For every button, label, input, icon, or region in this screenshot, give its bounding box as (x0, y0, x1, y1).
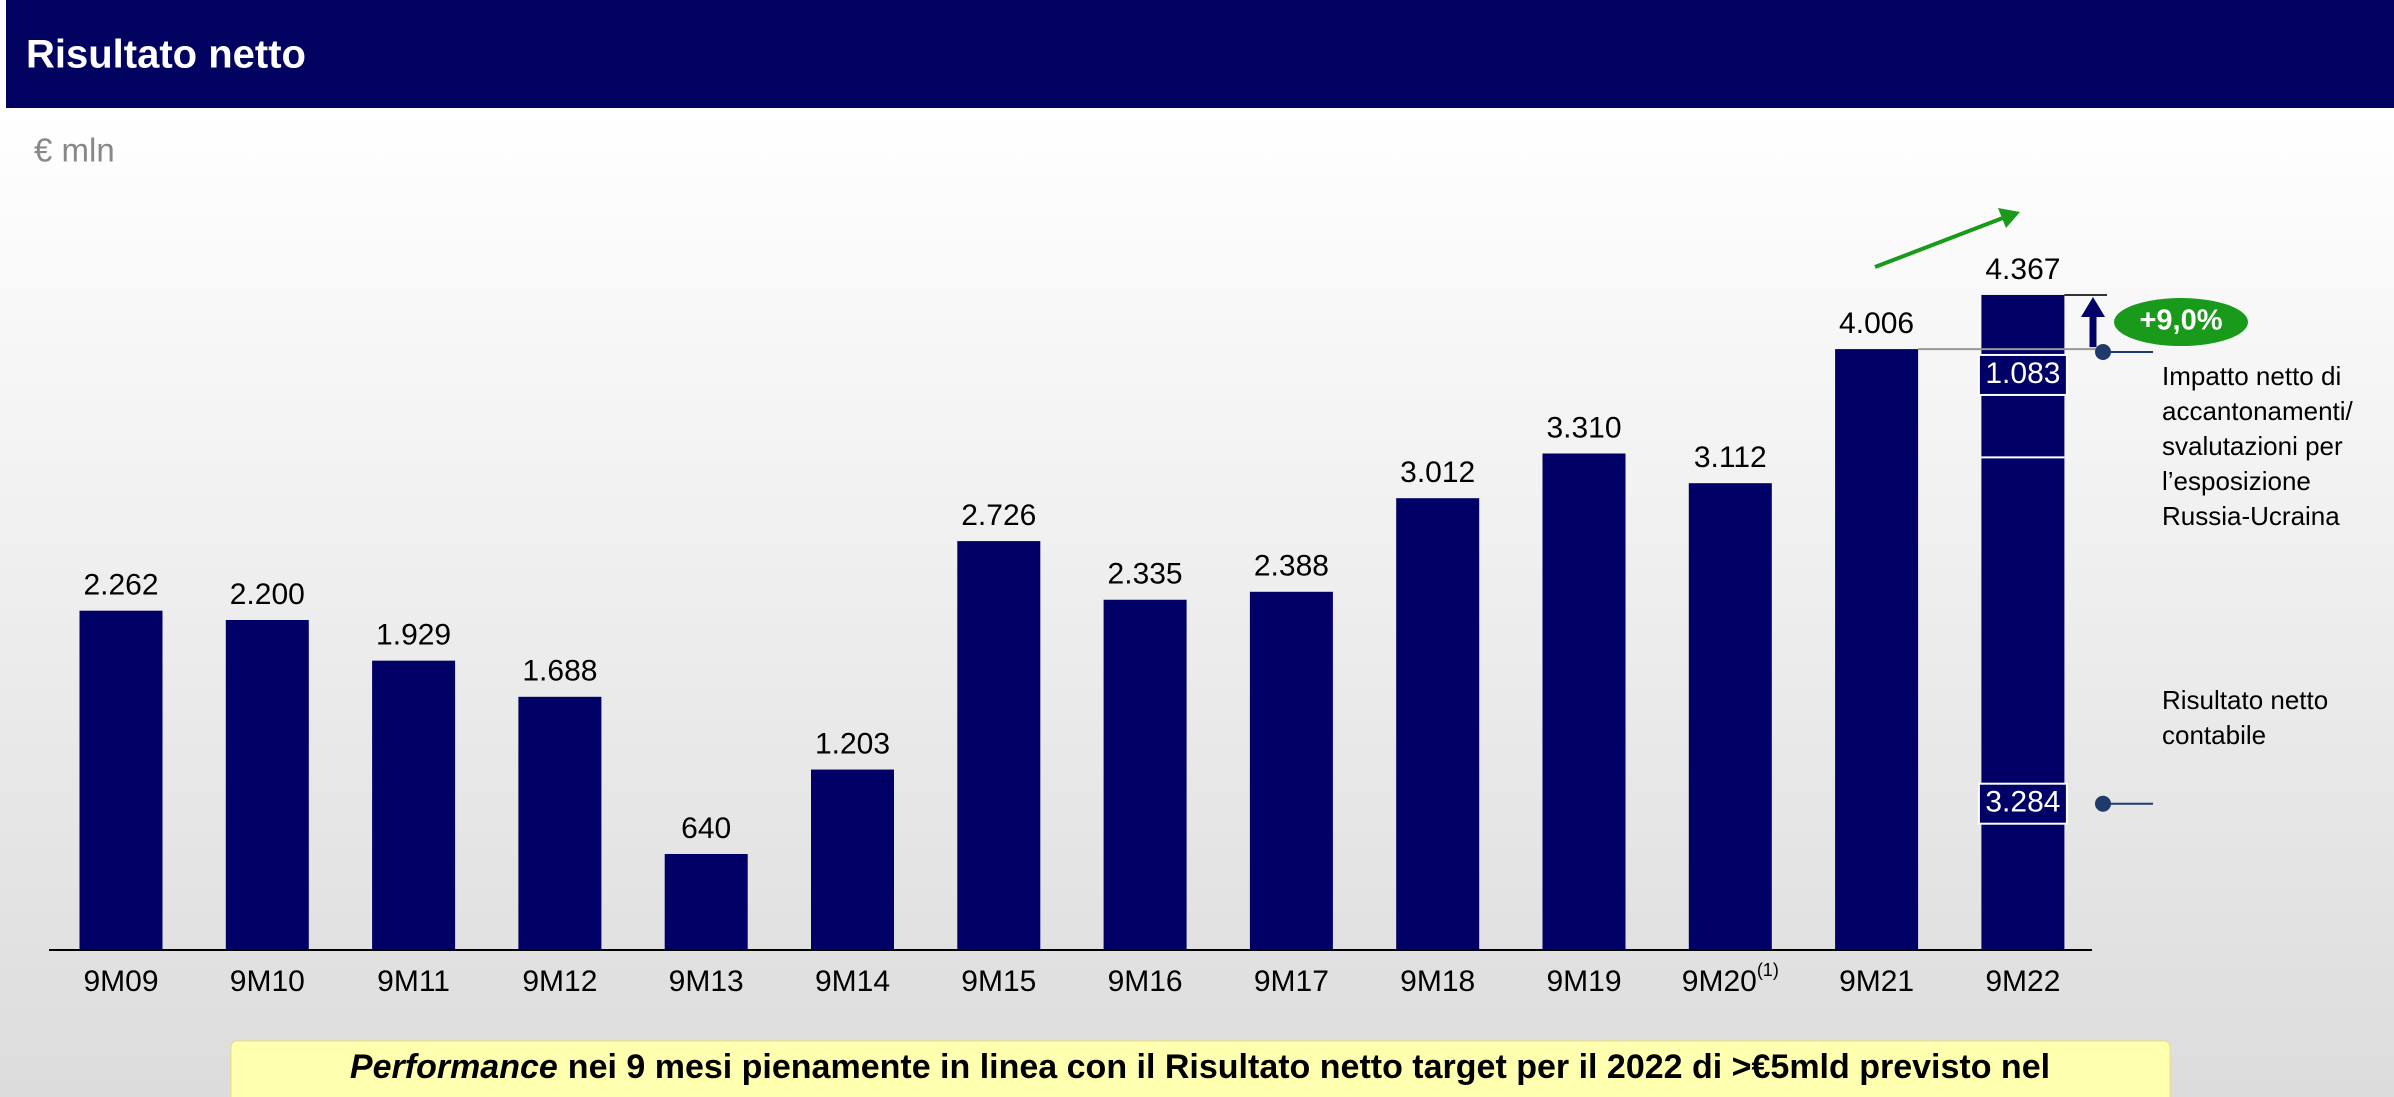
header-title: Risultato netto (26, 33, 306, 77)
category: 9M10 (230, 965, 305, 998)
category: 9M14 (815, 965, 890, 998)
header-bar (6, 0, 2394, 108)
category: 9M19 (1546, 965, 1621, 998)
x-tick-label: 9M09 (83, 965, 158, 998)
bar (664, 854, 748, 950)
category: 9M12 (522, 965, 597, 998)
category: 9M15 (961, 965, 1036, 998)
label-box (1977, 353, 2068, 396)
category: 9M09 (83, 965, 158, 998)
growth-arrowhead (2081, 296, 2105, 317)
category: 9M11 (377, 965, 450, 998)
x-tick-label: 9M10 (230, 965, 305, 998)
data-label: 2.388 (1254, 550, 1329, 583)
data-label: 1.688 (522, 655, 597, 688)
trend-arrowhead (1998, 208, 2020, 228)
growth-label: +9,0% (2139, 305, 2222, 337)
bar (1103, 599, 1187, 950)
data-label: 640 (681, 812, 731, 845)
data-label: 3.112 (1694, 441, 1767, 474)
data-label: 1.929 (376, 619, 451, 652)
data-label: 4.006 (1839, 307, 1914, 340)
trend-arrow (1874, 214, 2009, 269)
bar (1835, 349, 1919, 951)
bar (1542, 453, 1626, 950)
x-tick-label: 9M18 (1400, 965, 1475, 998)
x-tick-label: 9M20(1) (1682, 960, 1779, 998)
label-box (1977, 782, 2068, 825)
x-tick-label: 9M21 (1839, 965, 1914, 998)
bar (518, 696, 602, 950)
x-tick-label: 9M16 (1108, 965, 1183, 998)
data-label: 3.284 (1985, 786, 2060, 819)
x-tick-label: 9M19 (1546, 965, 1621, 998)
bar (1249, 591, 1333, 950)
legend-dot (2095, 344, 2111, 361)
legend-entry: Impatto netto di accantonamenti/ svaluta… (2162, 361, 2353, 531)
banner-box (230, 1040, 2171, 1097)
bar (1981, 457, 2065, 950)
bar (79, 610, 163, 950)
bar (1396, 498, 1480, 950)
category: 9M22 (1985, 965, 2060, 998)
banner-text: nei 9 mesi pienamente in linea con il Ri… (568, 1048, 2050, 1086)
unit-label: € mln (34, 132, 115, 169)
category: 9M21 (1839, 965, 1914, 998)
x-tick-label: 9M14 (815, 965, 890, 998)
category: 9M20 (1682, 965, 1757, 998)
banner-emphasis: Performance (350, 1048, 558, 1086)
x-tick-label: 9M17 (1254, 965, 1329, 998)
data-label: 2.726 (961, 499, 1036, 532)
bar (225, 620, 309, 950)
footnote-mark: (1) (1757, 960, 1779, 980)
category: 9M16 (1108, 965, 1183, 998)
data-label: 1.203 (815, 727, 890, 760)
x-tick-label: 9M22 (1985, 965, 2060, 998)
data-label: 2.335 (1108, 558, 1183, 591)
bar (811, 769, 894, 950)
data-label: 3.310 (1546, 411, 1621, 444)
bar (957, 541, 1041, 950)
legend-dot (2095, 795, 2111, 812)
x-tick-label: 9M13 (669, 965, 744, 998)
bar (372, 660, 456, 950)
data-label: 2.262 (83, 569, 158, 602)
x-tick-label: 9M11 (377, 965, 450, 998)
category: 9M17 (1254, 965, 1329, 998)
x-tick-label: 9M12 (522, 965, 597, 998)
data-label: 1.083 (1985, 357, 2060, 390)
x-tick-label: 9M15 (961, 965, 1036, 998)
category: 9M18 (1400, 965, 1475, 998)
banner: Performance nei 9 mesi pienamente in line… (350, 1048, 2050, 1086)
legend-entry: Risultato netto contabile (2162, 685, 2329, 750)
data-label: 2.200 (230, 578, 305, 611)
bar (1688, 483, 1772, 950)
category: 9M13 (669, 965, 744, 998)
data-label: 3.012 (1400, 456, 1475, 489)
growth-badge (2114, 298, 2248, 347)
total-label: 4.367 (1985, 253, 2060, 286)
